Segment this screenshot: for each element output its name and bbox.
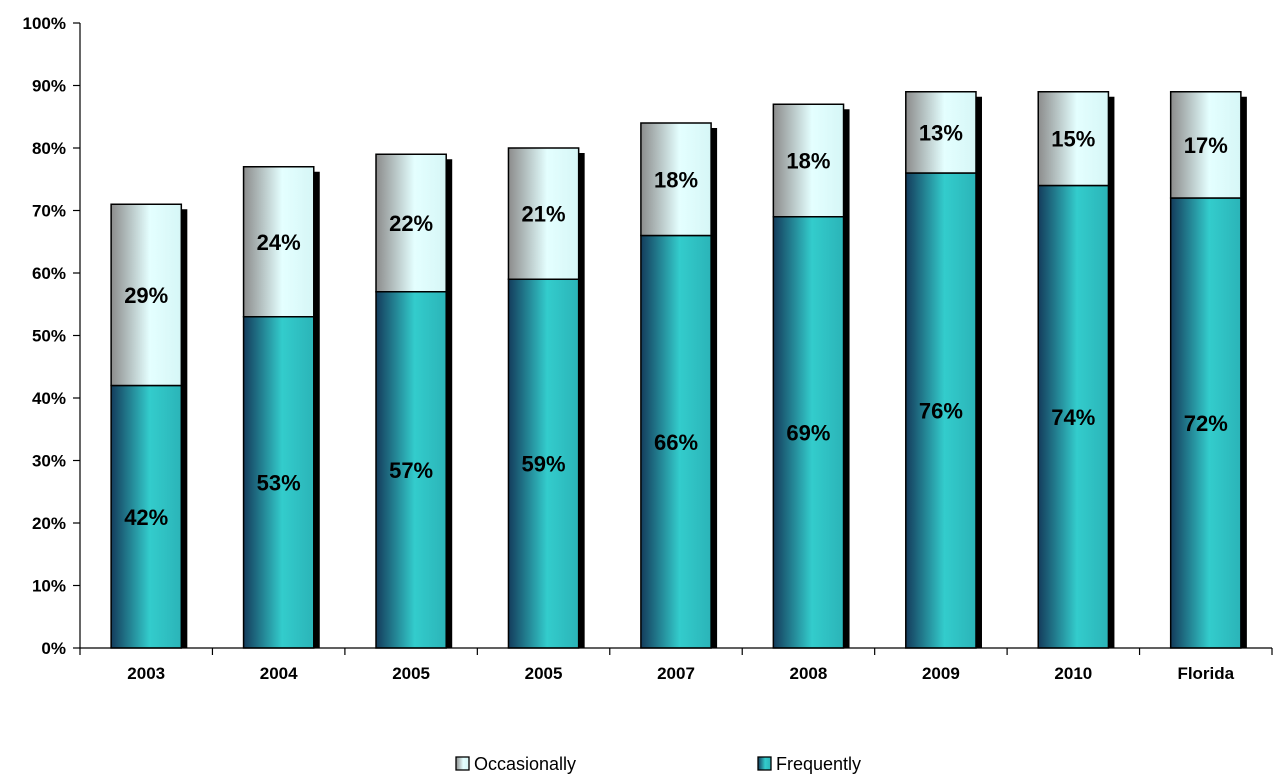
data-label-frequently: 74% [1051,405,1095,430]
x-tick-label: 2004 [260,664,298,683]
bar-frequently [375,291,447,649]
legend-frequently-label: Frequently [776,754,861,774]
y-tick-label: 100% [23,14,66,33]
bars: 42% 29% 53% 24% 57% 22% 59% 21% 66% 18% 69% 18% 76% 1… [110,91,1247,649]
x-axis: 2003 2004 2005 2005 2007 2008 2009 2010 Florida [79,647,1273,683]
data-label-occasionally: 13% [919,120,963,145]
data-label-occasionally: 17% [1184,133,1228,158]
x-tick-label: 2007 [657,664,695,683]
x-tick-label: Florida [1177,664,1234,683]
y-axis: 0% 10% 20% 30% 40% 50% 60% 70% 80% 90% 100% [23,14,81,658]
data-label-frequently: 59% [522,452,566,477]
data-label-occasionally: 18% [654,167,698,192]
x-tick-label: 2008 [790,664,828,683]
data-label-frequently: 69% [786,420,830,445]
legend: Occasionally Frequently [455,754,861,774]
legend-frequently: Frequently [757,754,861,774]
data-label-frequently: 42% [124,505,168,530]
bar-occasionally [1169,91,1242,199]
x-tick-label: 2005 [525,664,563,683]
y-tick-label: 10% [32,577,66,596]
bar-frequently [905,172,977,649]
y-tick-label: 30% [32,452,66,471]
x-tick-label: 2010 [1054,664,1092,683]
bar-occasionally [905,91,977,174]
data-label-frequently: 66% [654,430,698,455]
x-tick-label: 2003 [127,664,165,683]
y-tick-label: 70% [32,202,66,221]
bar-occasionally [640,122,712,237]
data-label-frequently: 76% [919,399,963,424]
y-tick-label: 90% [32,77,66,96]
y-tick-label: 40% [32,389,66,408]
x-tick-label: 2005 [392,664,430,683]
bar-frequently [110,384,183,649]
data-label-frequently: 53% [257,470,301,495]
legend-occasionally-label: Occasionally [474,754,576,774]
data-label-occasionally: 24% [257,230,301,255]
bar-occasionally [772,103,845,218]
bar-frequently [507,278,580,649]
data-label-occasionally: 18% [786,149,830,174]
data-label-occasionally: 22% [389,211,433,236]
data-label-occasionally: 29% [124,283,168,308]
y-tick-label: 0% [41,639,66,658]
data-label-frequently: 72% [1184,411,1228,436]
bar-occasionally [1037,91,1110,187]
bar-frequently [1037,184,1110,649]
legend-frequently-swatch [757,756,772,771]
x-tick-label: 2009 [922,664,960,683]
legend-occasionally-swatch [455,756,470,771]
data-label-occasionally: 21% [522,202,566,227]
bar-occasionally [375,153,447,293]
bar-occasionally [242,166,315,318]
legend-occasionally: Occasionally [455,754,576,774]
bar-frequently [640,234,712,649]
data-label-frequently: 57% [389,458,433,483]
y-tick-label: 80% [32,139,66,158]
y-tick-label: 50% [32,327,66,346]
y-tick-label: 20% [32,514,66,533]
bar-occasionally [507,147,580,280]
bar-occasionally [110,203,183,387]
bar-frequently [772,216,845,649]
y-tick-label: 60% [32,264,66,283]
bar-frequently [1169,197,1242,649]
data-label-occasionally: 15% [1051,127,1095,152]
